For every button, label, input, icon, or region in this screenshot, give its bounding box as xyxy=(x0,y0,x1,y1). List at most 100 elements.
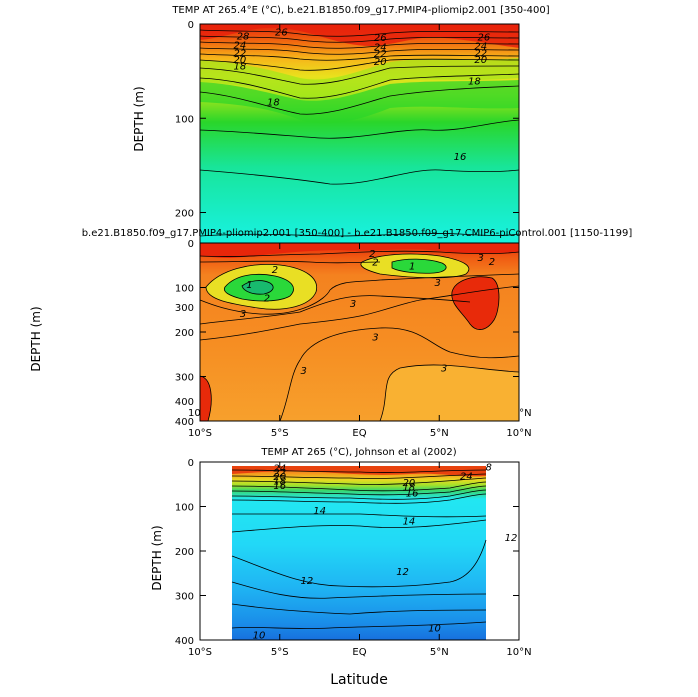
contour-label: 8 xyxy=(486,462,492,473)
svg-text:2: 2 xyxy=(372,258,378,269)
panel-3-y-axis-label: DEPTH (m) xyxy=(150,525,164,590)
contour-label: 12 xyxy=(505,533,518,544)
svg-text:10: 10 xyxy=(253,631,266,642)
x-tick-label: EQ xyxy=(352,428,366,439)
panel-2-title: b.e21.B1850.f09_g17.PMIP4-pliomip2.001 [… xyxy=(82,228,633,239)
contour-label: 2 xyxy=(264,293,270,304)
x-tick-label: 5°S xyxy=(271,428,289,439)
contour-label: 24 xyxy=(460,471,473,482)
svg-text:14: 14 xyxy=(313,506,326,517)
svg-text:26: 26 xyxy=(478,32,491,43)
svg-text:2: 2 xyxy=(369,249,375,260)
y-tick-label: 100 xyxy=(175,503,194,514)
svg-text:3: 3 xyxy=(240,309,246,320)
contour-label: 3 xyxy=(441,364,447,375)
y-tick-label: 300 xyxy=(175,373,194,384)
contour-label: 14 xyxy=(313,506,326,517)
svg-text:1: 1 xyxy=(246,280,252,291)
contour-label: 3 xyxy=(240,309,246,320)
contour-label: 20 xyxy=(374,57,387,68)
contour-label: 18 xyxy=(403,482,416,493)
panel-2-plot-area xyxy=(199,242,520,422)
contour-label: 14 xyxy=(403,517,416,528)
x-tick-label: 5°N xyxy=(430,647,449,658)
svg-text:14: 14 xyxy=(403,517,416,528)
y-tick-label: 200 xyxy=(175,547,194,558)
svg-text:3: 3 xyxy=(372,332,378,343)
svg-text:8: 8 xyxy=(486,462,492,473)
svg-text:22: 22 xyxy=(474,48,487,59)
contour-label: 10 xyxy=(428,624,441,635)
x-axis-label: Latitude xyxy=(330,672,388,688)
contour-label: 26 xyxy=(478,32,491,43)
x-tick-label: 10°S xyxy=(188,647,212,658)
panel-2-axes: 10°S 5°S EQ 5°N 10°N 0 100 200 300 400 xyxy=(175,239,532,439)
contour-label: 22 xyxy=(273,468,286,479)
svg-text:3: 3 xyxy=(434,278,440,289)
y-tick-label: 100 xyxy=(175,114,194,125)
svg-text:3: 3 xyxy=(478,253,484,264)
svg-text:12: 12 xyxy=(396,567,409,578)
contour-label: 18 xyxy=(234,61,247,72)
svg-text:24: 24 xyxy=(460,471,473,482)
svg-text:20: 20 xyxy=(474,55,487,66)
contour-label: 18 xyxy=(273,477,286,488)
svg-text:3: 3 xyxy=(350,299,356,310)
svg-text:3: 3 xyxy=(441,364,447,375)
y-tick-label: 300 xyxy=(175,303,194,314)
contour-label: 2 xyxy=(489,257,495,268)
contour-label: 26 xyxy=(374,33,387,44)
svg-text:20: 20 xyxy=(234,55,247,66)
contour-label: 3 xyxy=(350,299,356,310)
panel-2-y-axis-label: DEPTH (m) xyxy=(29,306,43,371)
svg-text:22: 22 xyxy=(374,49,387,60)
y-tick-label: 0 xyxy=(188,20,194,31)
svg-text:24: 24 xyxy=(273,463,286,474)
svg-text:16: 16 xyxy=(454,152,467,163)
contour-label: 3 xyxy=(372,332,378,343)
svg-text:18: 18 xyxy=(273,477,286,488)
contour-label: 24 xyxy=(374,43,387,54)
contour-label: 3 xyxy=(478,253,484,264)
svg-text:1: 1 xyxy=(409,261,415,272)
contour-label: 2 xyxy=(272,265,278,276)
contour-label: 26 xyxy=(275,28,288,39)
contour-label: 2 xyxy=(372,258,378,269)
svg-text:12: 12 xyxy=(505,533,518,544)
svg-text:20: 20 xyxy=(273,472,286,483)
contour-label: 24 xyxy=(234,41,247,52)
svg-text:18: 18 xyxy=(234,61,247,72)
panel-3-contours xyxy=(231,469,487,629)
contour-label: 20 xyxy=(474,55,487,66)
contour-label: 16 xyxy=(406,488,419,499)
panel-3-plot-area xyxy=(199,461,520,641)
svg-text:10: 10 xyxy=(428,624,441,635)
panel-2: b.e21.B1850.f09_g17.PMIP4-pliomip2.001 [… xyxy=(29,228,632,439)
x-tick-label: 5°N xyxy=(430,428,449,439)
y-tick-label: 0 xyxy=(188,458,194,469)
svg-text:12: 12 xyxy=(300,576,313,587)
x-tick-label: 10°N xyxy=(506,428,531,439)
contour-label: 22 xyxy=(374,49,387,60)
y-tick-label: 100 xyxy=(175,284,194,295)
svg-text:2: 2 xyxy=(264,293,270,304)
contour-label: 22 xyxy=(234,48,247,59)
contour-label: 1 xyxy=(409,261,415,272)
x-tick-label: 10°S xyxy=(188,428,212,439)
contour-label: 3 xyxy=(434,278,440,289)
svg-text:18: 18 xyxy=(468,77,481,88)
svg-text:24: 24 xyxy=(234,41,247,52)
contour-label: 12 xyxy=(300,576,313,587)
svg-text:3: 3 xyxy=(300,366,306,377)
x-tick-label: 10°N xyxy=(506,647,531,658)
y-tick-label: 0 xyxy=(188,239,194,250)
contour-label: 2 xyxy=(369,249,375,260)
panel-3-axes: 10°S 5°S EQ 5°N 10°N 0 100 200 300 400 xyxy=(175,458,532,658)
panel-3-title: TEMP AT 265 (°C), Johnson et al (2002) xyxy=(260,447,456,458)
contour-label: 16 xyxy=(273,481,286,492)
contour-label: 10 xyxy=(253,631,266,642)
y-tick-label: 300 xyxy=(175,592,194,603)
x-tick-label: EQ xyxy=(352,647,366,658)
